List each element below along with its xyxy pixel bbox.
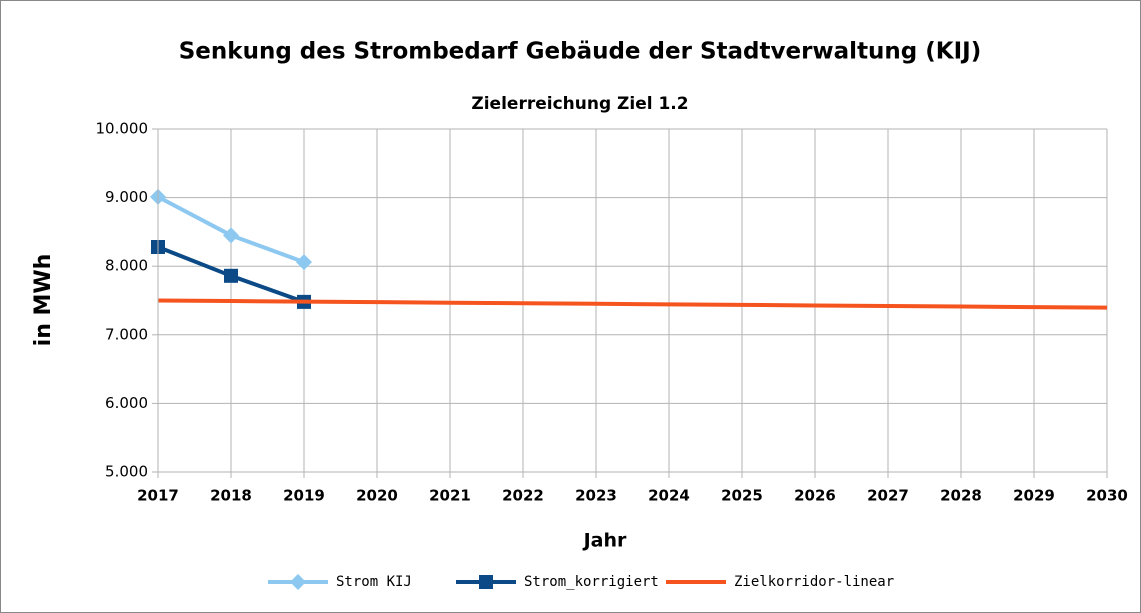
x-tick-label: 2027 [867,487,909,505]
series-line [157,298,1108,310]
marker [296,254,312,271]
marker [224,268,238,283]
chart-subtitle: Zielerreichung Ziel 1.2 [471,94,688,114]
x-tick-label: 2023 [575,487,617,505]
marker [290,574,306,590]
chart-title: Senkung des Strombedarf Gebäude der Stad… [179,39,982,65]
x-tick-label: 2030 [1086,487,1128,505]
legend-label: Zielkorridor-linear [734,574,894,590]
x-axis-title: Jahr [582,530,627,552]
x-tick-label: 2019 [283,487,325,505]
y-tick-label: 5.000 [105,463,148,481]
y-tick-label: 9.000 [105,188,148,206]
marker [479,575,493,589]
x-tick-label: 2029 [1013,487,1055,505]
y-tick-label: 10.000 [96,120,149,138]
x-tick-label: 2021 [429,487,471,505]
x-tick-label: 2017 [137,487,179,505]
x-tick-label: 2026 [794,487,836,505]
y-tick-label: 7.000 [105,325,148,343]
y-tick-label: 8.000 [105,257,148,275]
y-axis-title: in MWh [31,254,56,347]
x-tick-label: 2022 [502,487,544,505]
x-tick-label: 2024 [648,487,690,505]
x-tick-label: 2018 [210,487,252,505]
legend-label: Strom KIJ [336,574,412,590]
y-tick-label: 6.000 [105,394,148,412]
x-tick-label: 2025 [721,487,763,505]
marker [223,227,239,244]
legend-label: Strom_korrigiert [524,574,659,590]
x-tick-label: 2028 [940,487,982,505]
x-tick-label: 2020 [356,487,398,505]
